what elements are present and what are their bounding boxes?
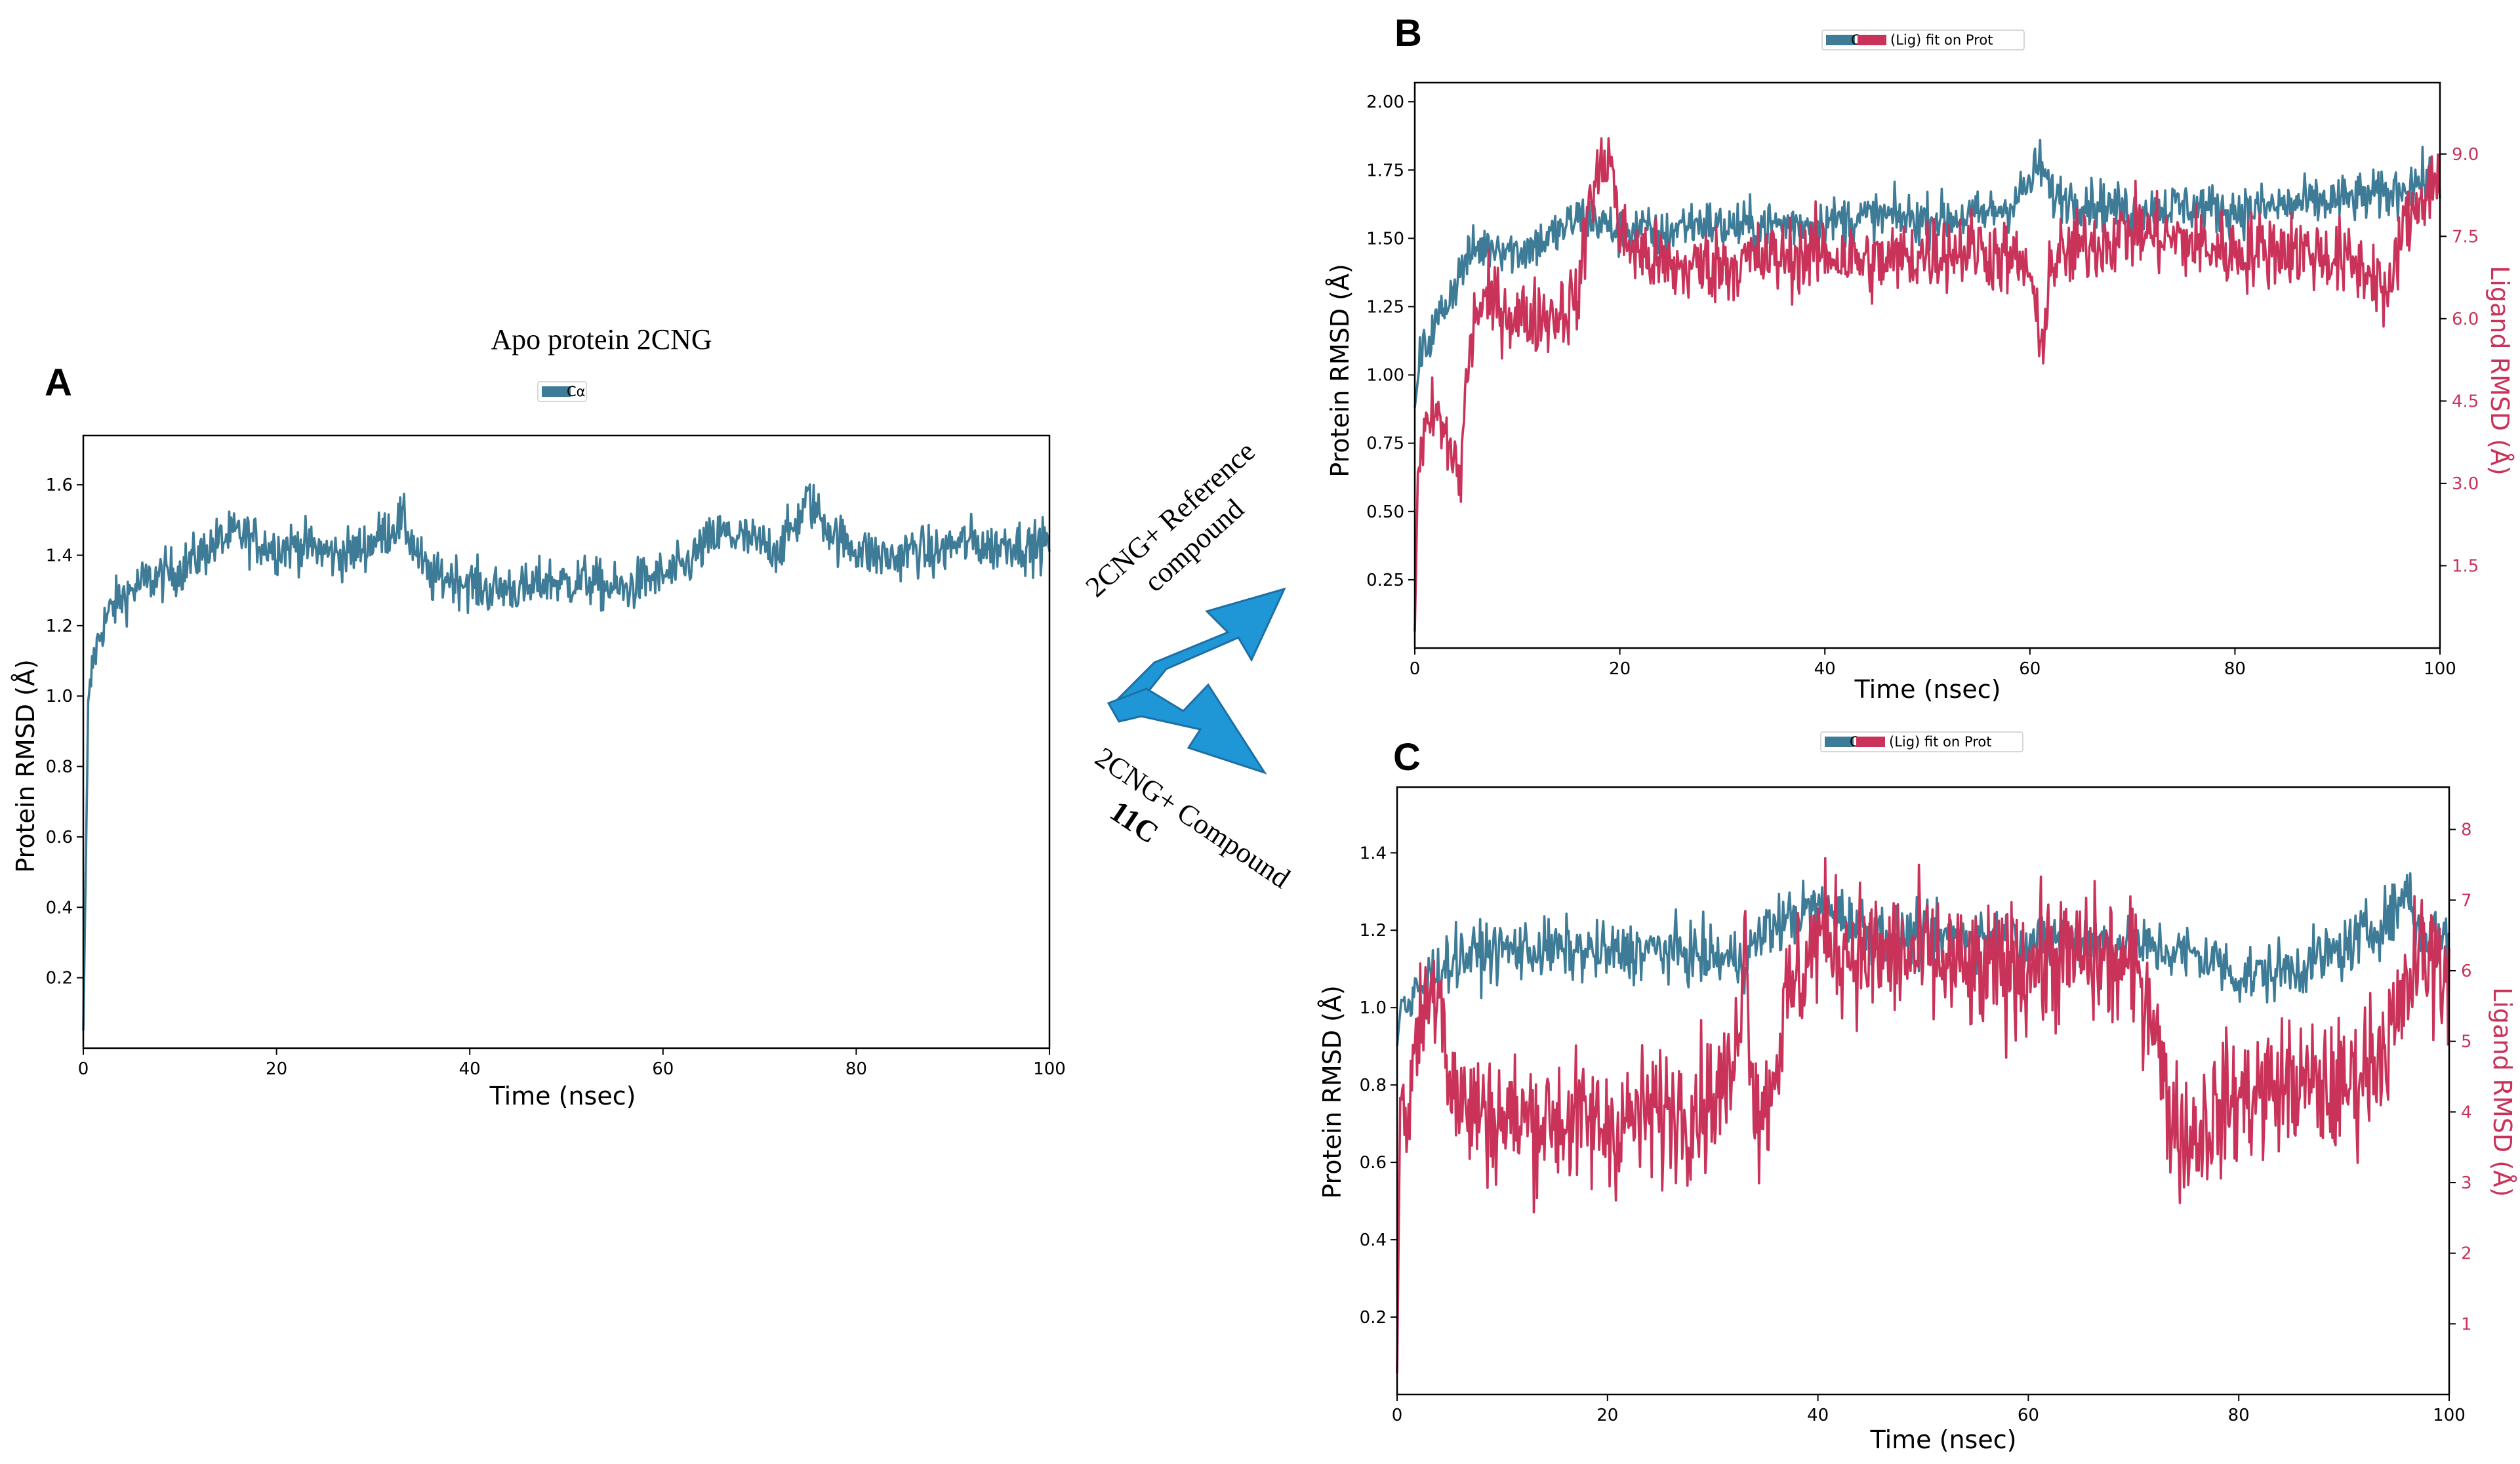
y-tick-label: 1.50 bbox=[1366, 229, 1404, 249]
y-tick-label: 1.4 bbox=[1360, 844, 1387, 863]
y-tick-label: 0.25 bbox=[1366, 571, 1404, 590]
x-tick-label: 40 bbox=[1814, 659, 1836, 679]
y2-tick-label: 9.0 bbox=[2452, 145, 2479, 165]
y2-tick-label: 2 bbox=[2461, 1244, 2472, 1264]
panel-c: C Cα(Lig) fit on Prot 0 20 40 60 80 100 0.2 0.4… bbox=[1318, 731, 2517, 1454]
y2-tick-label: 8 bbox=[2461, 821, 2472, 840]
y-tick-label: 0.4 bbox=[46, 898, 73, 918]
x-tick-label: 40 bbox=[459, 1059, 481, 1079]
x-tick-label: 80 bbox=[2228, 1406, 2250, 1425]
legend-swatch bbox=[1826, 35, 1855, 45]
arrows-group: 2CNG+ Reference compound 2CNG+ Compound … bbox=[1080, 435, 1296, 895]
x-tick-label: 0 bbox=[1410, 659, 1421, 679]
x-tick-label: 20 bbox=[266, 1059, 287, 1079]
x-tick-label: 80 bbox=[2224, 659, 2246, 679]
y2-tick-label: 6.0 bbox=[2452, 310, 2479, 329]
y-tick-label: 0.75 bbox=[1366, 434, 1404, 454]
y-tick-label: 0.8 bbox=[46, 758, 73, 777]
x-tick-label: 60 bbox=[652, 1059, 674, 1079]
y-tick-label: 1.25 bbox=[1366, 297, 1404, 317]
legend-label: Cα bbox=[567, 384, 586, 399]
x-tick-label: 80 bbox=[845, 1059, 867, 1079]
series-line-c-ligand bbox=[1396, 857, 2450, 1373]
panel-letter-c: C bbox=[1393, 736, 1421, 779]
arrow-upper-shape bbox=[1113, 587, 1286, 710]
y2-tick-label: 3 bbox=[2461, 1173, 2472, 1193]
panel-b: B Cα(Lig) fit on Prot 0 20 40 60 80 100 0.25 0.… bbox=[1326, 12, 2514, 704]
y-tick-label: 1.00 bbox=[1366, 366, 1404, 386]
y-tick-label: 1.2 bbox=[46, 617, 73, 636]
y2-tick-label: 1 bbox=[2461, 1314, 2472, 1334]
x-axis-label-c: Time (nsec) bbox=[1870, 1425, 2017, 1454]
y-tick-label: 1.75 bbox=[1366, 161, 1404, 180]
y2-axis-label-b: Ligand RMSD (Å) bbox=[2485, 266, 2514, 476]
y2-tick-label: 7.5 bbox=[2452, 227, 2479, 247]
x-tick-label: 100 bbox=[2433, 1406, 2466, 1425]
x-tick-label: 60 bbox=[2019, 659, 2041, 679]
y2-tick-label: 4.5 bbox=[2452, 392, 2479, 411]
legend-c: Cα(Lig) fit on Prot bbox=[1820, 731, 2023, 752]
y2-tick-label: 4 bbox=[2461, 1103, 2472, 1122]
plot-frame-b bbox=[1413, 81, 2441, 649]
y-tick-label: 0.50 bbox=[1366, 502, 1404, 522]
arrow-lower-shape bbox=[1107, 683, 1267, 775]
panel-letter-b: B bbox=[1394, 12, 1422, 54]
y-tick-label: 0.8 bbox=[1360, 1076, 1387, 1095]
legend-a: Cα bbox=[537, 381, 587, 402]
y-tick-label: 2.00 bbox=[1366, 92, 1404, 112]
x-tick-label: 0 bbox=[78, 1059, 89, 1079]
y-tick-label: 0.6 bbox=[1360, 1153, 1387, 1173]
legend-b: Cα(Lig) fit on Prot bbox=[1821, 30, 2025, 51]
y-tick-label: 1.0 bbox=[46, 687, 73, 706]
legend-swatch bbox=[1856, 737, 1885, 747]
x-tick-label: 40 bbox=[1807, 1406, 1829, 1425]
y-tick-label: 1.2 bbox=[1360, 921, 1387, 941]
legend-swatch bbox=[1858, 35, 1886, 45]
series-line-a-protein bbox=[82, 483, 1051, 1031]
plot-frame-c bbox=[1396, 786, 2450, 1396]
x-tick-label: 20 bbox=[1596, 1406, 1618, 1425]
y-tick-label: 1.0 bbox=[1360, 998, 1387, 1018]
panel-letter-a: A bbox=[45, 361, 72, 404]
x-tick-label: 100 bbox=[1033, 1059, 1066, 1079]
y2-tick-label: 7 bbox=[2461, 891, 2472, 910]
y2-tick-label: 5 bbox=[2461, 1032, 2472, 1052]
y-tick-label: 0.4 bbox=[1360, 1230, 1387, 1250]
plot-frame-a bbox=[82, 434, 1051, 1049]
legend-swatch bbox=[1825, 737, 1854, 747]
x-axis-label-b: Time (nsec) bbox=[1854, 675, 2001, 704]
y2-tick-label: 3.0 bbox=[2452, 474, 2479, 494]
y2-axis-label-c: Ligand RMSD (Å) bbox=[2488, 987, 2517, 1197]
plot-b: 0 20 40 60 80 100 0.25 0.50 0.75 1.00 1.25 1.50 1.75… bbox=[1366, 81, 2479, 679]
y-tick-label: 1.4 bbox=[46, 546, 73, 566]
y-axis-label-c: Protein RMSD (Å) bbox=[1318, 985, 1347, 1199]
x-tick-label: 100 bbox=[2424, 659, 2456, 679]
y-axis-label-a: Protein RMSD (Å) bbox=[11, 659, 40, 873]
y2-tick-label: 1.5 bbox=[2452, 556, 2479, 576]
x-tick-label: 60 bbox=[2018, 1406, 2039, 1425]
plot-c: 0 20 40 60 80 100 0.2 0.4 0.6 0.8 1.0 1.2 1.4 1 2 3 4 5 6 7… bbox=[1360, 786, 2472, 1425]
series-line-b-ligand bbox=[1413, 137, 2441, 632]
y-tick-label: 0.6 bbox=[46, 828, 73, 847]
x-axis-label-a: Time (nsec) bbox=[489, 1082, 636, 1110]
x-tick-label: 0 bbox=[1392, 1406, 1403, 1425]
series-line-b-protein bbox=[1413, 138, 2441, 408]
panel-a: A Apo protein 2CNG Cα 0 20 40 60 80 100 0.2 0.4… bbox=[11, 323, 1066, 1110]
y-tick-label: 0.2 bbox=[1360, 1308, 1387, 1328]
y2-tick-label: 6 bbox=[2461, 962, 2472, 981]
legend-swatch bbox=[542, 386, 571, 397]
plot-a: 0 20 40 60 80 100 0.2 0.4 0.6 0.8 1.0 1.2 1.4 1.6 bbox=[46, 434, 1066, 1079]
y-tick-label: 1.6 bbox=[46, 476, 73, 495]
legend-label: (Lig) fit on Prot bbox=[1890, 32, 1993, 48]
chart-title-a: Apo protein 2CNG bbox=[491, 323, 712, 356]
legend-label: (Lig) fit on Prot bbox=[1889, 734, 1991, 750]
y-axis-label-b: Protein RMSD (Å) bbox=[1326, 264, 1354, 478]
x-tick-label: 20 bbox=[1609, 659, 1631, 679]
y-tick-label: 0.2 bbox=[46, 969, 73, 988]
